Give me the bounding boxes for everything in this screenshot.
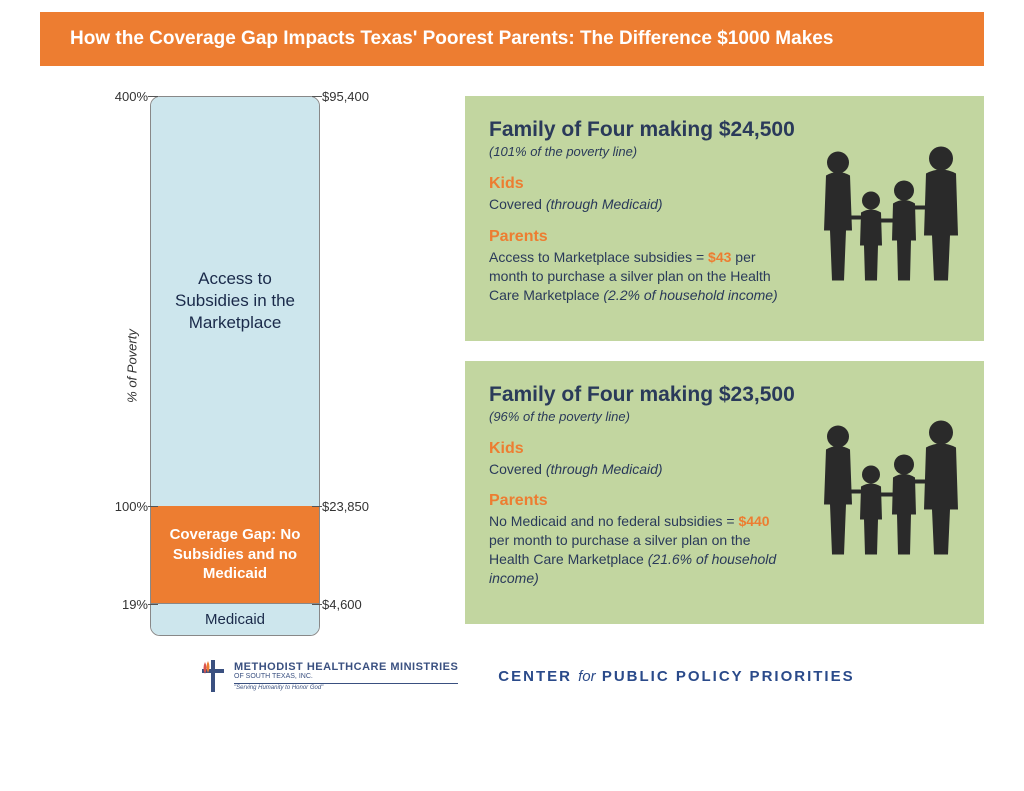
left-tick-label: 19% xyxy=(98,597,148,612)
logo-line1: METHODIST HEALTHCARE MINISTRIES xyxy=(234,661,458,673)
right-tick-mark xyxy=(312,96,322,97)
info-title: Family of Four making $23,500 xyxy=(489,383,960,407)
right-tick-label: $4,600 xyxy=(322,597,392,612)
footer-center-text: CENTER for PUBLIC POLICY PRIORITIES xyxy=(498,668,854,685)
parents-text: Access to Marketplace subsidies = $43 pe… xyxy=(489,248,789,305)
chart-column: % of Poverty Annual Income for a family … xyxy=(40,96,430,636)
bar-segment-0: Access to Subsidies in the Marketplace xyxy=(151,97,319,506)
right-tick-label: $95,400 xyxy=(322,89,392,104)
page-title: How the Coverage Gap Impacts Texas' Poor… xyxy=(40,12,984,66)
footer-logo: METHODIST HEALTHCARE MINISTRIES OF SOUTH… xyxy=(200,658,458,694)
footer-center-for: for xyxy=(578,668,596,685)
left-axis-label: % of Poverty xyxy=(124,329,139,403)
left-tick-label: 400% xyxy=(98,89,148,104)
chart-area: % of Poverty Annual Income for a family … xyxy=(100,96,370,636)
logo-line2: OF SOUTH TEXAS, INC. xyxy=(234,673,458,681)
footer: METHODIST HEALTHCARE MINISTRIES OF SOUTH… xyxy=(40,658,984,694)
left-tick-mark xyxy=(148,604,158,605)
right-tick-mark xyxy=(312,506,322,507)
kids-text: Covered (through Medicaid) xyxy=(489,195,789,214)
right-tick-label: $23,850 xyxy=(322,499,392,514)
logo-line3: "Serving Humanity to Honor God" xyxy=(234,683,458,692)
info-column: Family of Four making $24,500 (101% of t… xyxy=(465,96,984,636)
footer-logo-text: METHODIST HEALTHCARE MINISTRIES OF SOUTH… xyxy=(234,661,458,691)
kids-text: Covered (through Medicaid) xyxy=(489,460,789,479)
family-icon xyxy=(816,141,966,296)
family-icon xyxy=(816,415,966,570)
parents-text: No Medicaid and no federal subsidies = $… xyxy=(489,512,789,588)
cross-flame-icon xyxy=(200,658,226,694)
footer-center-post: PUBLIC POLICY PRIORITIES xyxy=(596,668,855,685)
info-title: Family of Four making $24,500 xyxy=(489,118,960,142)
right-tick-mark xyxy=(312,604,322,605)
info-box-1: Family of Four making $23,500 (96% of th… xyxy=(465,361,984,624)
bar-segment-2: Medicaid xyxy=(151,603,319,635)
info-box-0: Family of Four making $24,500 (101% of t… xyxy=(465,96,984,341)
bar-segment-1: Coverage Gap: No Subsidies and no Medica… xyxy=(151,506,319,603)
left-tick-mark xyxy=(148,506,158,507)
content-row: % of Poverty Annual Income for a family … xyxy=(40,96,984,636)
left-tick-label: 100% xyxy=(98,499,148,514)
left-tick-mark xyxy=(148,96,158,97)
footer-center-pre: CENTER xyxy=(498,668,578,685)
stacked-bar: Access to Subsidies in the MarketplaceCo… xyxy=(150,96,320,636)
